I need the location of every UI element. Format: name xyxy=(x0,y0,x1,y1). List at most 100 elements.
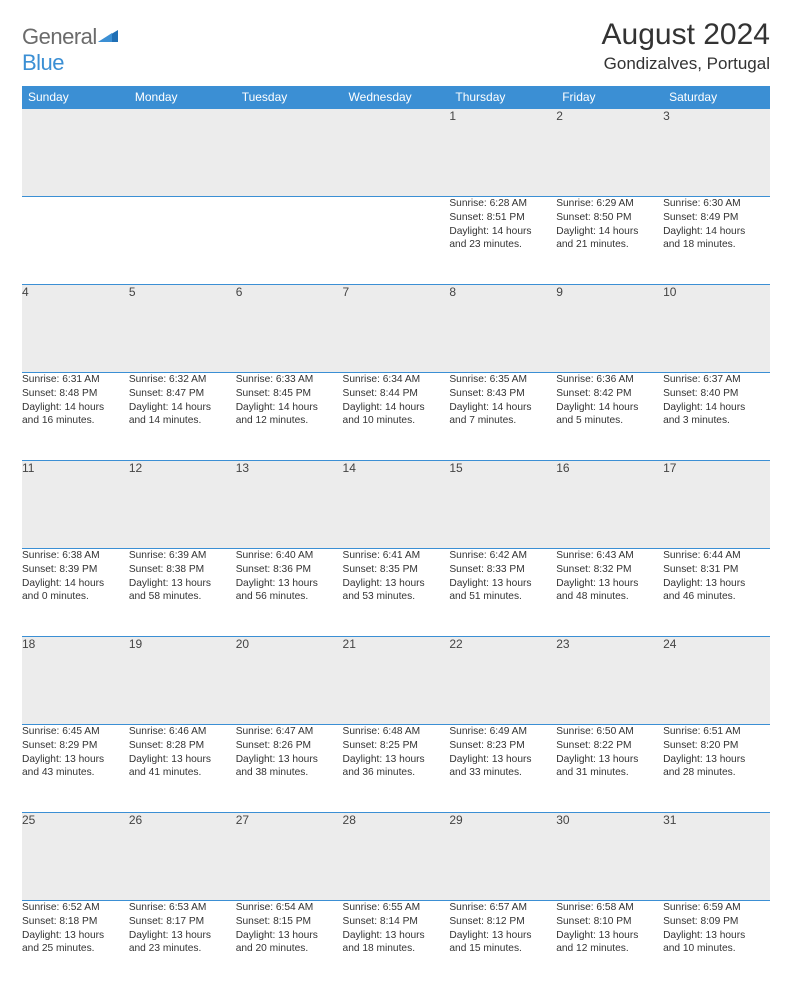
day-dl1: Daylight: 13 hours xyxy=(236,577,343,591)
day-dl2: and 5 minutes. xyxy=(556,414,663,428)
day-number-cell: 25 xyxy=(22,813,129,901)
day-number-cell: 22 xyxy=(449,637,556,725)
day-sr: Sunrise: 6:38 AM xyxy=(22,549,129,563)
day-number-cell: 1 xyxy=(449,109,556,197)
day-number-cell: 17 xyxy=(663,461,770,549)
day-ss: Sunset: 8:12 PM xyxy=(449,915,556,929)
day-ss: Sunset: 8:42 PM xyxy=(556,387,663,401)
day-detail-cell: Sunrise: 6:44 AMSunset: 8:31 PMDaylight:… xyxy=(663,549,770,637)
week-detail-row: Sunrise: 6:45 AMSunset: 8:29 PMDaylight:… xyxy=(22,725,770,813)
day-dl2: and 38 minutes. xyxy=(236,766,343,780)
col-header: Saturday xyxy=(663,86,770,109)
day-number-cell: 9 xyxy=(556,285,663,373)
day-number: 1 xyxy=(449,109,456,123)
day-dl1: Daylight: 14 hours xyxy=(449,225,556,239)
day-dl1: Daylight: 13 hours xyxy=(129,753,236,767)
day-dl1: Daylight: 13 hours xyxy=(236,753,343,767)
day-number-cell: 21 xyxy=(343,637,450,725)
day-dl2: and 10 minutes. xyxy=(343,414,450,428)
day-sr: Sunrise: 6:51 AM xyxy=(663,725,770,739)
day-detail-cell: Sunrise: 6:57 AMSunset: 8:12 PMDaylight:… xyxy=(449,901,556,989)
day-dl2: and 41 minutes. xyxy=(129,766,236,780)
title-block: August 2024 Gondizalves, Portugal xyxy=(602,18,770,74)
day-ss: Sunset: 8:50 PM xyxy=(556,211,663,225)
day-sr: Sunrise: 6:45 AM xyxy=(22,725,129,739)
col-header: Wednesday xyxy=(343,86,450,109)
day-detail-cell xyxy=(343,197,450,285)
day-detail-cell: Sunrise: 6:50 AMSunset: 8:22 PMDaylight:… xyxy=(556,725,663,813)
day-dl1: Daylight: 13 hours xyxy=(129,577,236,591)
day-number: 23 xyxy=(556,637,569,651)
day-dl2: and 3 minutes. xyxy=(663,414,770,428)
day-detail-cell: Sunrise: 6:29 AMSunset: 8:50 PMDaylight:… xyxy=(556,197,663,285)
week-detail-row: Sunrise: 6:31 AMSunset: 8:48 PMDaylight:… xyxy=(22,373,770,461)
day-number: 20 xyxy=(236,637,249,651)
day-number: 8 xyxy=(449,285,456,299)
header: General Blue August 2024 Gondizalves, Po… xyxy=(22,18,770,76)
day-ss: Sunset: 8:29 PM xyxy=(22,739,129,753)
day-number-cell: 15 xyxy=(449,461,556,549)
day-detail-cell: Sunrise: 6:39 AMSunset: 8:38 PMDaylight:… xyxy=(129,549,236,637)
day-ss: Sunset: 8:15 PM xyxy=(236,915,343,929)
day-ss: Sunset: 8:32 PM xyxy=(556,563,663,577)
day-number: 19 xyxy=(129,637,142,651)
day-number-cell: 24 xyxy=(663,637,770,725)
day-ss: Sunset: 8:49 PM xyxy=(663,211,770,225)
day-number-cell: 4 xyxy=(22,285,129,373)
day-number: 4 xyxy=(22,285,29,299)
day-number: 26 xyxy=(129,813,142,827)
day-detail-cell: Sunrise: 6:52 AMSunset: 8:18 PMDaylight:… xyxy=(22,901,129,989)
day-sr: Sunrise: 6:39 AM xyxy=(129,549,236,563)
day-detail-cell: Sunrise: 6:28 AMSunset: 8:51 PMDaylight:… xyxy=(449,197,556,285)
day-ss: Sunset: 8:36 PM xyxy=(236,563,343,577)
day-detail-cell: Sunrise: 6:45 AMSunset: 8:29 PMDaylight:… xyxy=(22,725,129,813)
col-header: Thursday xyxy=(449,86,556,109)
day-number-cell: 10 xyxy=(663,285,770,373)
day-dl2: and 28 minutes. xyxy=(663,766,770,780)
day-number: 7 xyxy=(343,285,350,299)
day-dl2: and 20 minutes. xyxy=(236,942,343,956)
day-ss: Sunset: 8:33 PM xyxy=(449,563,556,577)
day-dl2: and 43 minutes. xyxy=(22,766,129,780)
day-number: 11 xyxy=(22,461,34,475)
day-ss: Sunset: 8:28 PM xyxy=(129,739,236,753)
day-dl2: and 0 minutes. xyxy=(22,590,129,604)
day-sr: Sunrise: 6:28 AM xyxy=(449,197,556,211)
day-dl1: Daylight: 13 hours xyxy=(556,929,663,943)
col-header: Tuesday xyxy=(236,86,343,109)
day-dl1: Daylight: 14 hours xyxy=(663,401,770,415)
day-number-cell xyxy=(129,109,236,197)
day-sr: Sunrise: 6:30 AM xyxy=(663,197,770,211)
day-dl1: Daylight: 13 hours xyxy=(343,577,450,591)
day-ss: Sunset: 8:10 PM xyxy=(556,915,663,929)
day-dl2: and 23 minutes. xyxy=(449,238,556,252)
day-ss: Sunset: 8:14 PM xyxy=(343,915,450,929)
day-dl2: and 15 minutes. xyxy=(449,942,556,956)
day-dl1: Daylight: 14 hours xyxy=(22,577,129,591)
day-dl2: and 58 minutes. xyxy=(129,590,236,604)
day-number-cell: 19 xyxy=(129,637,236,725)
day-number: 13 xyxy=(236,461,249,475)
day-dl1: Daylight: 13 hours xyxy=(22,929,129,943)
day-ss: Sunset: 8:23 PM xyxy=(449,739,556,753)
col-header: Monday xyxy=(129,86,236,109)
day-number: 22 xyxy=(449,637,462,651)
day-detail-cell: Sunrise: 6:36 AMSunset: 8:42 PMDaylight:… xyxy=(556,373,663,461)
day-detail-cell: Sunrise: 6:31 AMSunset: 8:48 PMDaylight:… xyxy=(22,373,129,461)
day-number-cell: 2 xyxy=(556,109,663,197)
day-number: 5 xyxy=(129,285,136,299)
day-dl1: Daylight: 14 hours xyxy=(556,225,663,239)
day-detail-cell: Sunrise: 6:54 AMSunset: 8:15 PMDaylight:… xyxy=(236,901,343,989)
day-number: 16 xyxy=(556,461,569,475)
day-number-cell xyxy=(343,109,450,197)
week-daynum-row: 11121314151617 xyxy=(22,461,770,549)
day-number: 25 xyxy=(22,813,35,827)
day-detail-cell: Sunrise: 6:40 AMSunset: 8:36 PMDaylight:… xyxy=(236,549,343,637)
day-ss: Sunset: 8:45 PM xyxy=(236,387,343,401)
day-number: 2 xyxy=(556,109,563,123)
day-number-cell: 6 xyxy=(236,285,343,373)
day-dl2: and 36 minutes. xyxy=(343,766,450,780)
day-sr: Sunrise: 6:34 AM xyxy=(343,373,450,387)
day-dl1: Daylight: 13 hours xyxy=(449,577,556,591)
day-detail-cell: Sunrise: 6:59 AMSunset: 8:09 PMDaylight:… xyxy=(663,901,770,989)
